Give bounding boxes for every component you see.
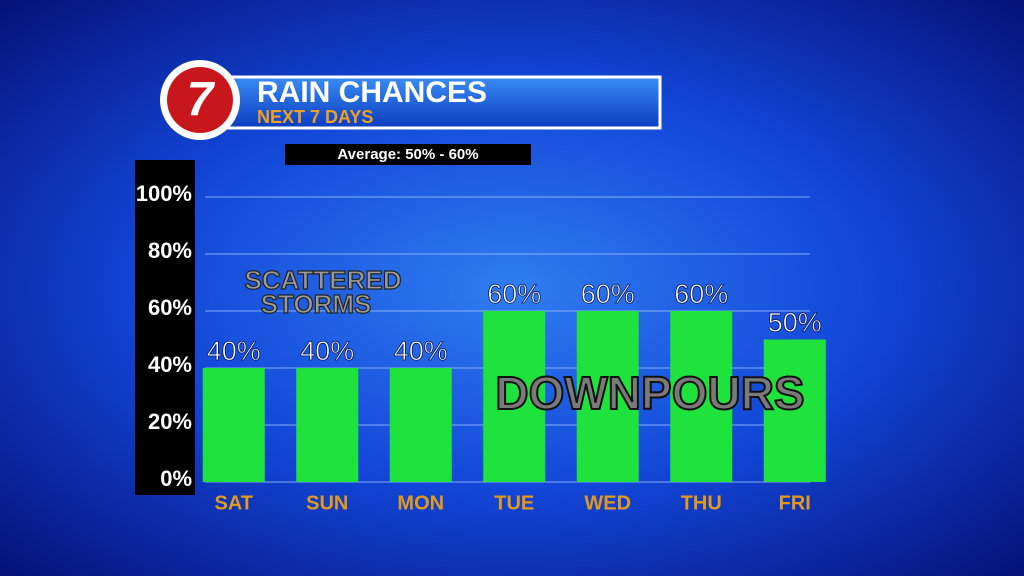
value-label: 40% [300, 336, 354, 366]
bar [296, 368, 359, 482]
value-label: 60% [487, 279, 541, 309]
bar [763, 339, 826, 482]
y-tick-label: 100% [136, 181, 192, 206]
x-tick-label: FRI [779, 492, 811, 514]
bar [576, 311, 639, 482]
value-label: 60% [674, 279, 728, 309]
bar [389, 368, 452, 482]
chart-subtitle: NEXT 7 DAYS [257, 107, 373, 127]
x-tick-label: WED [584, 492, 631, 514]
bar [670, 311, 733, 482]
x-tick-label: MON [397, 492, 444, 514]
bar [483, 311, 546, 482]
x-tick-label: TUE [494, 492, 534, 514]
bar [202, 368, 265, 482]
x-tick-label: SUN [306, 492, 348, 514]
x-tick-label: THU [681, 492, 722, 514]
logo: 7 [187, 74, 216, 127]
note-box [285, 144, 531, 165]
annotation: DOWNPOURS [495, 367, 804, 419]
y-tick-label: 20% [148, 409, 192, 434]
y-tick-label: 60% [148, 295, 192, 320]
y-tick-label: 80% [148, 238, 192, 263]
chart-title: RAIN CHANCES [257, 76, 487, 109]
x-tick-label: SAT [214, 492, 253, 514]
y-axis-panel [135, 160, 195, 495]
note: Average: 50% - 60% [337, 146, 478, 163]
logo-disc [167, 67, 233, 133]
value-label: 50% [768, 308, 822, 338]
value-label: 40% [207, 336, 261, 366]
value-label: 40% [394, 336, 448, 366]
annotation: SCATTERED [245, 265, 402, 295]
y-tick-label: 0% [160, 466, 192, 491]
value-label: 60% [581, 279, 635, 309]
y-tick-label: 40% [148, 352, 192, 377]
plot: 0% 20% 40% 60% 80% 100% SAT 40% SUN 40% MON 40% TUE 6… [136, 181, 826, 514]
annotation: STORMS [261, 289, 372, 319]
annotations: SCATTERED STORMS DOWNPOURS [244, 264, 806, 420]
